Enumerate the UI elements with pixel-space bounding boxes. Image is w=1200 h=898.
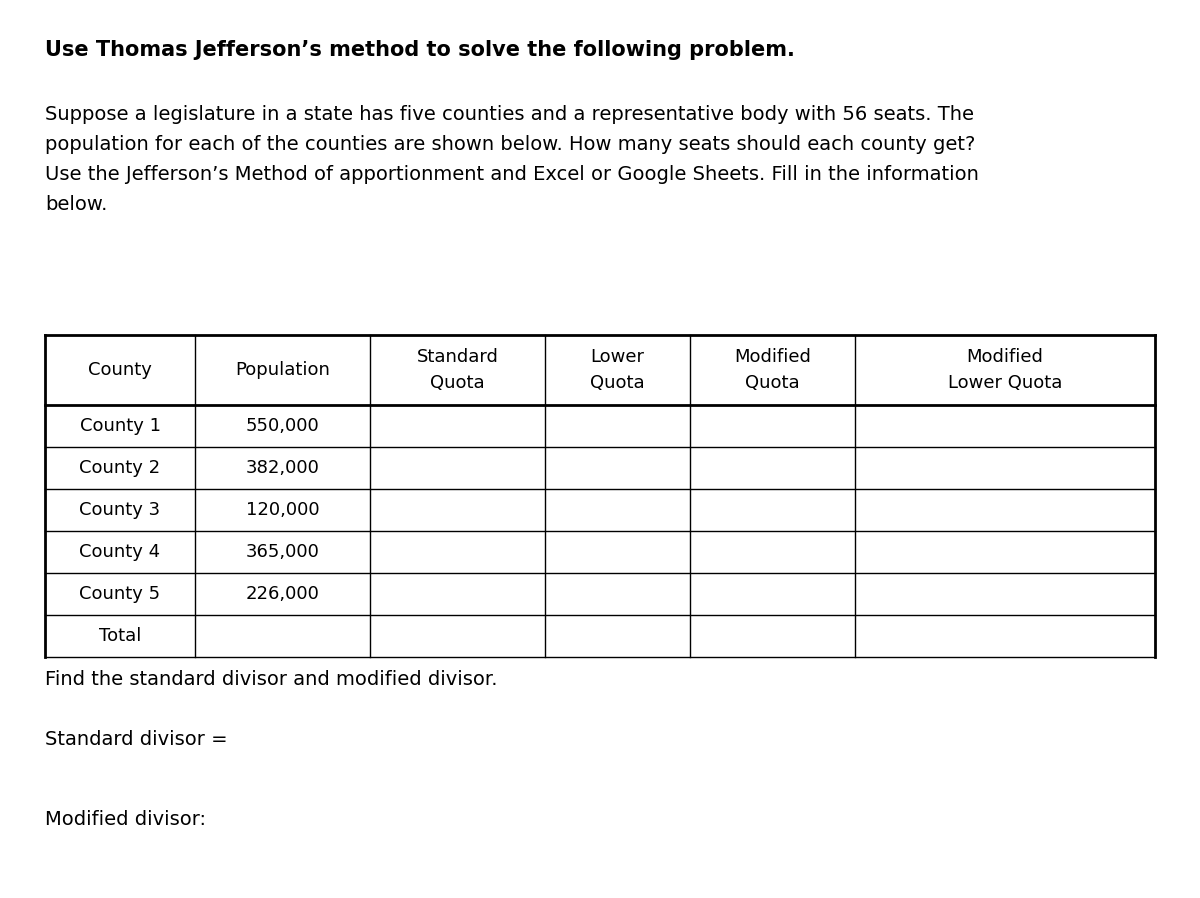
Text: 120,000: 120,000 xyxy=(246,501,319,519)
Text: Use the Jefferson’s Method of apportionment and Excel or Google Sheets. Fill in : Use the Jefferson’s Method of apportionm… xyxy=(46,165,979,184)
Text: 382,000: 382,000 xyxy=(246,459,319,477)
Text: County 5: County 5 xyxy=(79,585,161,603)
Text: Modified
Lower Quota: Modified Lower Quota xyxy=(948,348,1062,392)
Text: County 3: County 3 xyxy=(79,501,161,519)
Text: Population: Population xyxy=(235,361,330,379)
Text: County 2: County 2 xyxy=(79,459,161,477)
Text: 365,000: 365,000 xyxy=(246,543,319,561)
Text: Standard divisor =: Standard divisor = xyxy=(46,730,228,749)
Text: below.: below. xyxy=(46,195,107,214)
Text: 226,000: 226,000 xyxy=(246,585,319,603)
Text: Suppose a legislature in a state has five counties and a representative body wit: Suppose a legislature in a state has fiv… xyxy=(46,105,974,124)
Text: Modified divisor:: Modified divisor: xyxy=(46,810,206,829)
Text: Total: Total xyxy=(98,627,142,645)
Text: County 1: County 1 xyxy=(79,417,161,435)
Text: Modified
Quota: Modified Quota xyxy=(734,348,811,392)
Text: Use Thomas Jefferson’s method to solve the following problem.: Use Thomas Jefferson’s method to solve t… xyxy=(46,40,794,60)
Text: Standard
Quota: Standard Quota xyxy=(416,348,498,392)
Text: Lower
Quota: Lower Quota xyxy=(590,348,644,392)
Text: Find the standard divisor and modified divisor.: Find the standard divisor and modified d… xyxy=(46,670,498,689)
Text: County: County xyxy=(88,361,152,379)
Text: County 4: County 4 xyxy=(79,543,161,561)
Text: 550,000: 550,000 xyxy=(246,417,319,435)
Text: population for each of the counties are shown below. How many seats should each : population for each of the counties are … xyxy=(46,135,976,154)
